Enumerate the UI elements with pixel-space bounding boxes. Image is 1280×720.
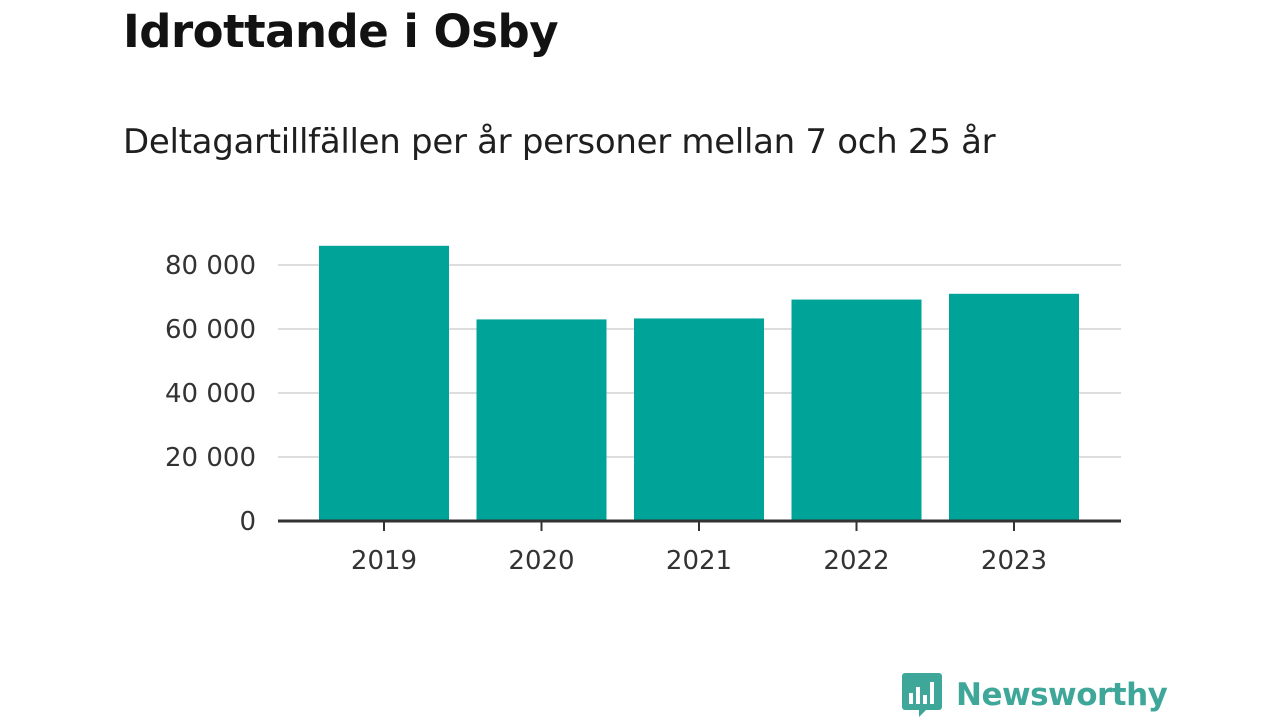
x-axis-tick-labels: 2019 2020 2021 2022 2023: [351, 546, 1047, 576]
bar: [949, 293, 1079, 521]
chart-subtitle: Deltagartillfällen per år personer mella…: [123, 122, 996, 162]
x-tick-label: 2021: [666, 546, 732, 576]
y-tick-label: 40 000: [165, 379, 256, 409]
x-tick-label: 2023: [981, 546, 1047, 576]
y-tick-label: 80 000: [165, 251, 256, 281]
bar: [476, 319, 607, 521]
newsworthy-logo: Newsworthy: [902, 670, 1168, 720]
chart-title: Idrottande i Osby: [123, 5, 559, 58]
x-tick-label: 2022: [823, 546, 889, 576]
y-tick-label: 0: [239, 507, 256, 537]
brand-name: Newsworthy: [956, 677, 1168, 713]
x-tick-label: 2020: [508, 546, 574, 576]
x-tick-label: 2019: [351, 546, 417, 576]
bar: [634, 318, 764, 521]
x-axis: [278, 519, 1121, 531]
y-tick-label: 60 000: [165, 315, 256, 345]
y-axis-tick-labels: 0 20 000 40 000 60 000 80 000: [165, 251, 256, 537]
bars: [319, 245, 1079, 522]
y-tick-label: 20 000: [165, 443, 256, 473]
bar-chart-speech-bubble-icon: [902, 673, 942, 717]
bar: [319, 245, 449, 522]
bar: [791, 299, 922, 521]
